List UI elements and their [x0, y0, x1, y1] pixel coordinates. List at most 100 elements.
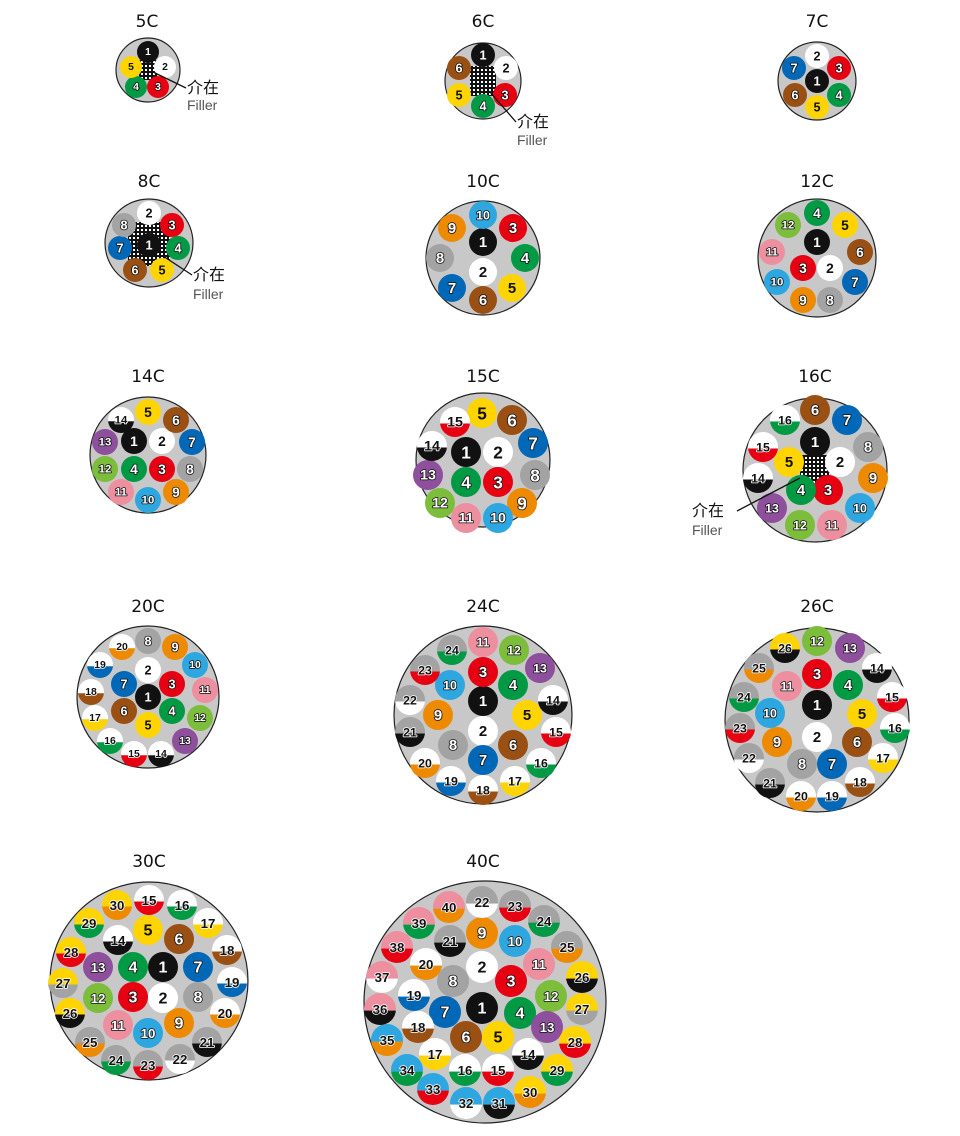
cable-24c: 24C1234567891011121314151617181920212223…	[393, 597, 573, 805]
conductor-base-color	[440, 407, 470, 424]
conductor-2: 2	[466, 951, 498, 983]
conductor-13: 13	[531, 1011, 563, 1043]
cable-label: 40C	[466, 852, 500, 872]
conductor-number: 2	[478, 959, 487, 977]
conductor-insulation	[518, 428, 548, 458]
conductor-4: 4	[786, 475, 816, 505]
conductor-insulation	[135, 628, 161, 654]
conductor-base-color	[391, 1054, 423, 1072]
conductor-9: 9	[164, 1008, 194, 1038]
conductor-base-color	[845, 767, 875, 784]
conductor-number: 15	[447, 415, 463, 431]
conductor-number: 9	[434, 707, 442, 724]
conductor-stripe-color	[403, 924, 435, 939]
conductor-8: 8	[112, 213, 136, 237]
conductor-stripe-color	[75, 1043, 105, 1057]
conductor-number: 6	[120, 705, 127, 719]
conductor-insulation	[535, 980, 567, 1012]
filler	[470, 66, 496, 96]
conductor-stripe-color	[748, 448, 778, 462]
conductor-insulation	[121, 456, 147, 482]
conductor-23: 23	[133, 1050, 163, 1080]
conductor-insulation	[451, 437, 481, 467]
conductor-5: 5	[482, 1021, 514, 1053]
conductor-number: 17	[428, 1047, 443, 1062]
conductor-insulation	[802, 722, 832, 752]
conductor-base-color	[108, 407, 134, 422]
conductor-18: 18	[468, 775, 498, 805]
conductor-6: 6	[163, 407, 189, 433]
conductor-base-color	[402, 1011, 434, 1029]
conductor-insulation	[148, 952, 178, 982]
conductor-insulation	[413, 460, 443, 490]
conductor-base-color	[48, 968, 78, 985]
conductor-stripe-color	[437, 651, 467, 665]
conductor-number: 13	[99, 437, 112, 449]
conductor-number: 38	[390, 940, 405, 955]
conductor-number: 4	[844, 677, 853, 694]
conductor-insulation	[523, 948, 555, 980]
conductor-1: 1	[471, 43, 495, 67]
conductor-number: 24	[537, 914, 552, 929]
conductor-base-color	[371, 1024, 403, 1042]
cable-label: 14C	[131, 367, 165, 387]
conductor-1: 1	[137, 41, 159, 63]
conductor-3: 3	[493, 83, 517, 107]
conductor-insulation	[471, 43, 495, 67]
conductor-stripe-color	[786, 797, 816, 811]
conductor-insulation	[787, 749, 817, 779]
conductor-3: 3	[827, 56, 851, 80]
conductor-8: 8	[817, 287, 843, 313]
conductor-7: 7	[782, 56, 806, 80]
conductor-1: 1	[468, 686, 498, 716]
conductor-insulation	[135, 487, 161, 513]
conductor-29: 29	[74, 908, 104, 938]
cable-label: 10C	[466, 172, 500, 192]
conductor-stripe-color	[541, 1071, 573, 1086]
conductor-base-color	[729, 682, 759, 699]
conductor-insulation	[853, 432, 883, 462]
filler-label-en: Filler	[692, 522, 723, 538]
conductor-number: 7	[479, 752, 487, 769]
conductor-number: 4	[521, 250, 530, 267]
conductor-number: 14	[546, 694, 560, 708]
conductor-number: 23	[733, 722, 747, 736]
conductor-stripe-color	[512, 1055, 544, 1070]
conductor-base-color	[165, 1044, 195, 1061]
conductor-14: 14	[148, 741, 174, 767]
conductor-stripe-color	[102, 906, 132, 920]
conductor-1: 1	[466, 992, 498, 1024]
conductor-stripe-color	[87, 666, 113, 678]
conductor-7: 7	[468, 745, 498, 775]
conductor-base-color	[437, 635, 467, 652]
conductor-10: 10	[764, 269, 790, 295]
conductor-number: 6	[791, 89, 798, 103]
conductor-1: 1	[800, 427, 830, 457]
conductor-insulation	[466, 951, 498, 983]
conductor-insulation	[148, 983, 178, 1013]
conductor-insulation	[135, 684, 161, 710]
conductor-insulation	[498, 730, 528, 760]
conductor-stripe-color	[192, 1043, 222, 1057]
conductor-number: 2	[158, 434, 166, 449]
conductor-number: 5	[158, 264, 165, 278]
conductor-1: 1	[135, 684, 161, 710]
conductor-number: 6	[853, 734, 861, 751]
conductor-insulation	[497, 405, 527, 435]
conductor-base-color	[193, 908, 223, 925]
conductor-base-color	[744, 653, 774, 670]
conductor-5: 5	[805, 95, 829, 119]
conductor-number: 12	[782, 220, 795, 232]
conductor-insulation	[493, 83, 517, 107]
conductor-25: 25	[551, 931, 583, 963]
cable-label: 30C	[132, 852, 166, 872]
conductor-number: 11	[476, 636, 489, 650]
conductor-insulation	[499, 925, 531, 957]
conductor-number: 4	[129, 959, 138, 977]
conductor-number: 22	[173, 1052, 188, 1067]
conductor-number: 3	[507, 973, 516, 991]
cable-label: 6C	[472, 12, 495, 32]
conductor-3: 3	[483, 467, 513, 497]
conductor-number: 26	[63, 1006, 78, 1021]
